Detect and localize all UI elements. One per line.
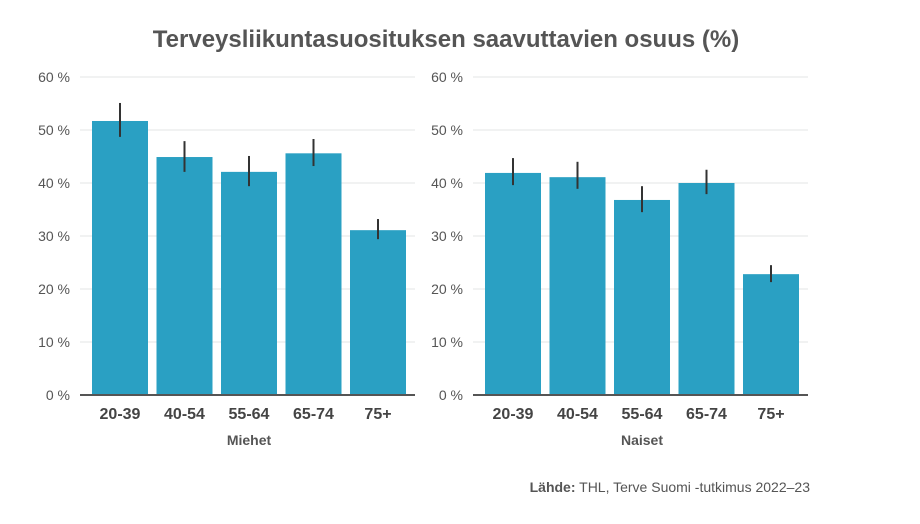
bar-55-64 <box>614 199 670 395</box>
y-tick-label: 10 % <box>38 334 70 350</box>
source-note: Lähde: THL, Terve Suomi -tutkimus 2022–2… <box>530 479 811 495</box>
bar-40-54 <box>156 157 213 395</box>
bar-75+ <box>350 230 406 395</box>
bar-40-54 <box>549 177 606 395</box>
bar-55-64 <box>221 171 277 395</box>
bar-65-74 <box>285 153 342 395</box>
bar-20-39 <box>485 172 541 395</box>
panel-miehet: 0 % 10 % 20 % 30 % 40 % 50 % 60 % 20-39 40-54 55-… <box>38 69 415 448</box>
x-tick-label: 75+ <box>757 406 784 423</box>
y-tick-label: 0 % <box>439 387 463 403</box>
y-tick-label: 50 % <box>38 122 70 138</box>
y-tick-label: 50 % <box>431 122 463 138</box>
y-tick-label: 0 % <box>46 387 70 403</box>
chart-title: Terveysliikuntasuosituksen saavuttavien … <box>153 26 739 53</box>
x-axis-label: Naiset <box>621 432 663 448</box>
x-tick-label: 65-74 <box>293 406 334 423</box>
panel-naiset: 0 % 10 % 20 % 30 % 40 % 50 % 60 % 20-39 40-54 55-… <box>431 69 808 448</box>
bar-20-39 <box>92 120 148 396</box>
x-tick-label: 20-39 <box>100 406 141 423</box>
x-tick-label: 55-64 <box>229 406 270 423</box>
source-label: Lähde: <box>530 479 576 495</box>
y-tick-label: 20 % <box>431 281 463 297</box>
y-tick-label: 40 % <box>431 175 463 191</box>
bar-65-74 <box>678 183 735 395</box>
x-tick-label: 40-54 <box>557 406 598 423</box>
x-tick-label: 65-74 <box>686 406 727 423</box>
y-tick-label: 10 % <box>431 334 463 350</box>
bar-75+ <box>743 274 799 395</box>
y-tick-label: 40 % <box>38 175 70 191</box>
y-tick-label: 30 % <box>38 228 70 244</box>
x-tick-label: 75+ <box>364 406 391 423</box>
x-axis-label: Miehet <box>227 432 272 448</box>
x-tick-label: 20-39 <box>493 406 534 423</box>
y-tick-label: 60 % <box>431 69 463 85</box>
y-tick-label: 60 % <box>38 69 70 85</box>
x-tick-label: 40-54 <box>164 406 205 423</box>
y-tick-label: 20 % <box>38 281 70 297</box>
x-tick-label: 55-64 <box>622 406 663 423</box>
source-text: THL, Terve Suomi -tutkimus 2022–23 <box>576 479 811 495</box>
y-tick-label: 30 % <box>431 228 463 244</box>
